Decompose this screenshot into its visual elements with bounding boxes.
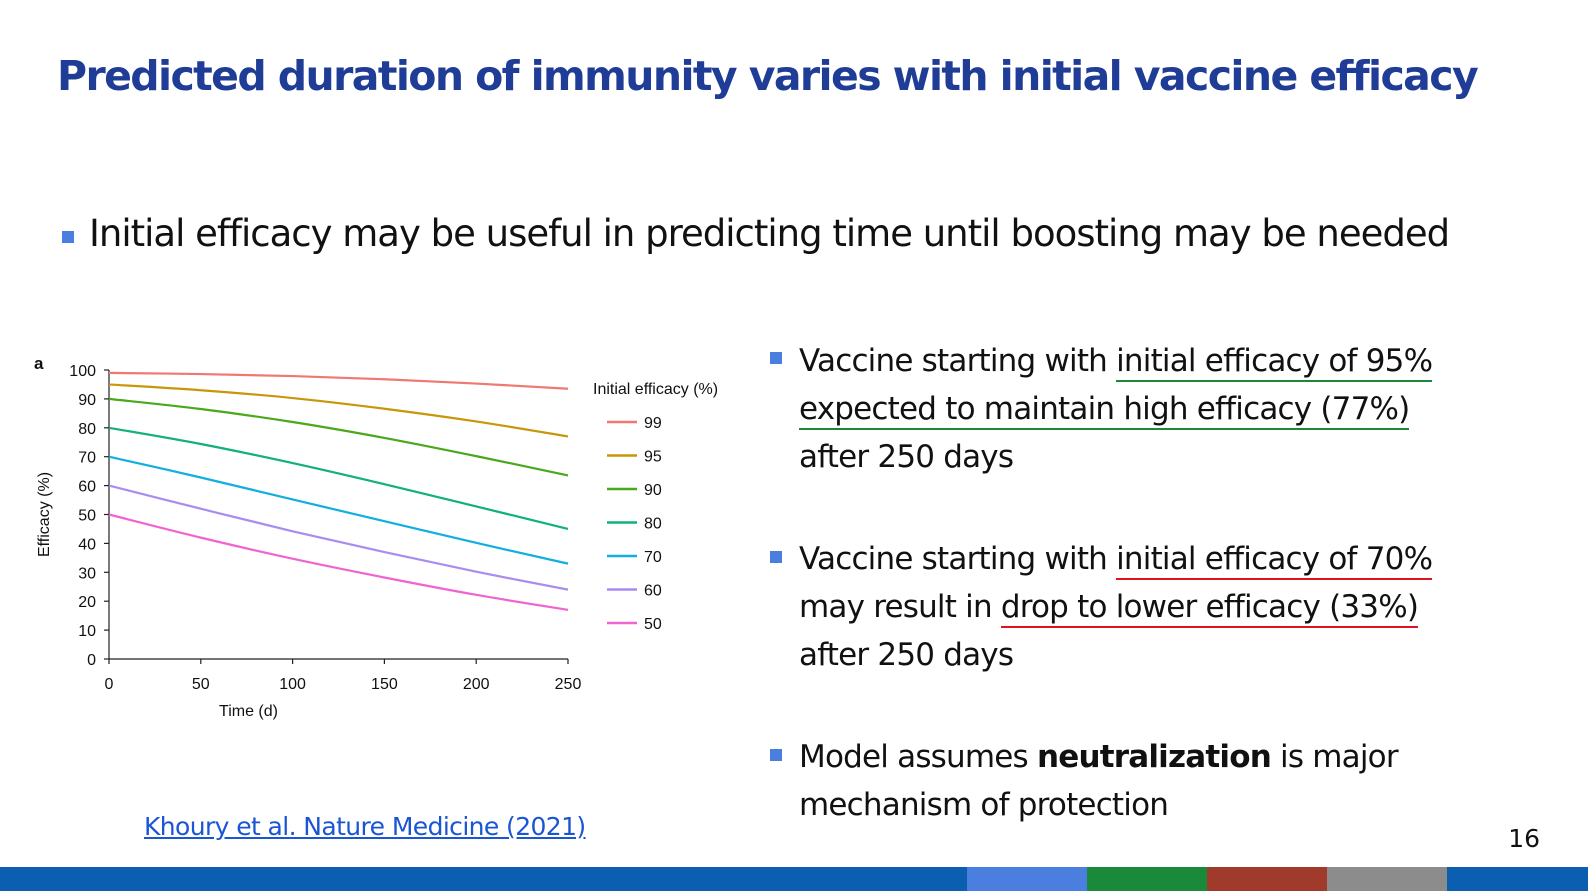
x-tick-label: 100: [279, 676, 306, 693]
y-tick-label: 90: [78, 392, 96, 409]
series-line-60: [108, 484, 569, 591]
legend-label-99: 99: [644, 415, 662, 432]
bullet2-underlined-1: initial efficacy of 70%: [1116, 541, 1433, 580]
bullet1-underlined-1: initial efficacy of 95%: [1116, 343, 1433, 382]
bullet1-underlined-2: expected to maintain high efficacy (77%): [799, 391, 1410, 430]
y-tick-label: 100: [69, 363, 96, 380]
x-axis-label: Time (d): [219, 703, 278, 720]
y-tick-label: 20: [78, 594, 96, 611]
series-line-80: [108, 426, 569, 531]
y-tick-label: 70: [78, 450, 96, 467]
x-tick-label: 200: [463, 676, 490, 693]
footer-segment: [1327, 867, 1447, 891]
bullet3-line2: mechanism of protection: [799, 787, 1169, 823]
series-line-70: [108, 455, 569, 565]
legend-label-60: 60: [644, 583, 662, 600]
x-tick-label: 50: [192, 676, 210, 693]
bullet-marker: [770, 352, 782, 364]
y-axis-label: Efficacy (%): [36, 472, 53, 557]
bullet-neutralization: Model assumes neutralization is major me…: [799, 733, 1399, 829]
footer-segment: [1207, 867, 1327, 891]
bullet-marker: [770, 749, 782, 761]
page-number: 16: [1508, 824, 1540, 853]
x-tick-label: 250: [555, 676, 582, 693]
bullet-95-efficacy: Vaccine starting with initial efficacy o…: [799, 337, 1433, 481]
y-tick-label: 10: [78, 623, 96, 640]
main-bullet-text: Initial efficacy may be useful in predic…: [89, 212, 1450, 255]
bullet3-post: is major: [1270, 739, 1399, 775]
footer-segment: [967, 867, 1087, 891]
bullet3-pre: Model assumes: [799, 739, 1037, 775]
series-line-99: [108, 371, 569, 390]
x-tick-label: 0: [105, 676, 114, 693]
bullet1-pre: Vaccine starting with: [799, 343, 1117, 379]
legend-label-95: 95: [644, 449, 662, 466]
bullet-marker: [62, 231, 74, 243]
bullet2-line3: after 250 days: [799, 637, 1014, 673]
legend-label-80: 80: [644, 516, 662, 533]
y-tick-label: 0: [87, 652, 96, 669]
bullet-70-efficacy: Vaccine starting with initial efficacy o…: [799, 535, 1433, 679]
legend-label-70: 70: [644, 549, 662, 566]
bullet2-pre: Vaccine starting with: [799, 541, 1117, 577]
slide-title: Predicted duration of immunity varies wi…: [57, 52, 1479, 100]
efficacy-chart: 0 10 20 30 40 50 60 70 80 90 100 0 50 100 150 200 250 Tim…: [34, 354, 718, 720]
panel-label: a: [34, 354, 44, 373]
series-line-95: [108, 383, 569, 438]
y-tick-label: 40: [78, 536, 96, 553]
legend-label-90: 90: [644, 482, 662, 499]
legend-label-50: 50: [644, 616, 662, 633]
bullet-marker: [770, 551, 782, 563]
y-tick-label: 80: [78, 421, 96, 438]
footer-segment: [1087, 867, 1207, 891]
series-line-90: [108, 397, 569, 477]
y-tick-label: 30: [78, 565, 96, 582]
y-tick-label: 50: [78, 508, 96, 525]
x-tick-label: 150: [371, 676, 398, 693]
footer-bar: [0, 867, 1588, 891]
bullet1-line3: after 250 days: [799, 439, 1014, 475]
footer-segment: [1447, 867, 1588, 891]
series-line-50: [108, 513, 569, 611]
bullet3-bold: neutralization: [1036, 739, 1272, 775]
citation-link[interactable]: Khoury et al. Nature Medicine (2021): [144, 812, 586, 841]
legend-title: Initial efficacy (%): [593, 381, 718, 398]
bullet2-pre2: may result in: [799, 589, 1001, 625]
y-tick-label: 60: [78, 479, 96, 496]
footer-segment: [0, 867, 967, 891]
bullet2-underlined-2: drop to lower efficacy (33%): [1000, 589, 1419, 628]
